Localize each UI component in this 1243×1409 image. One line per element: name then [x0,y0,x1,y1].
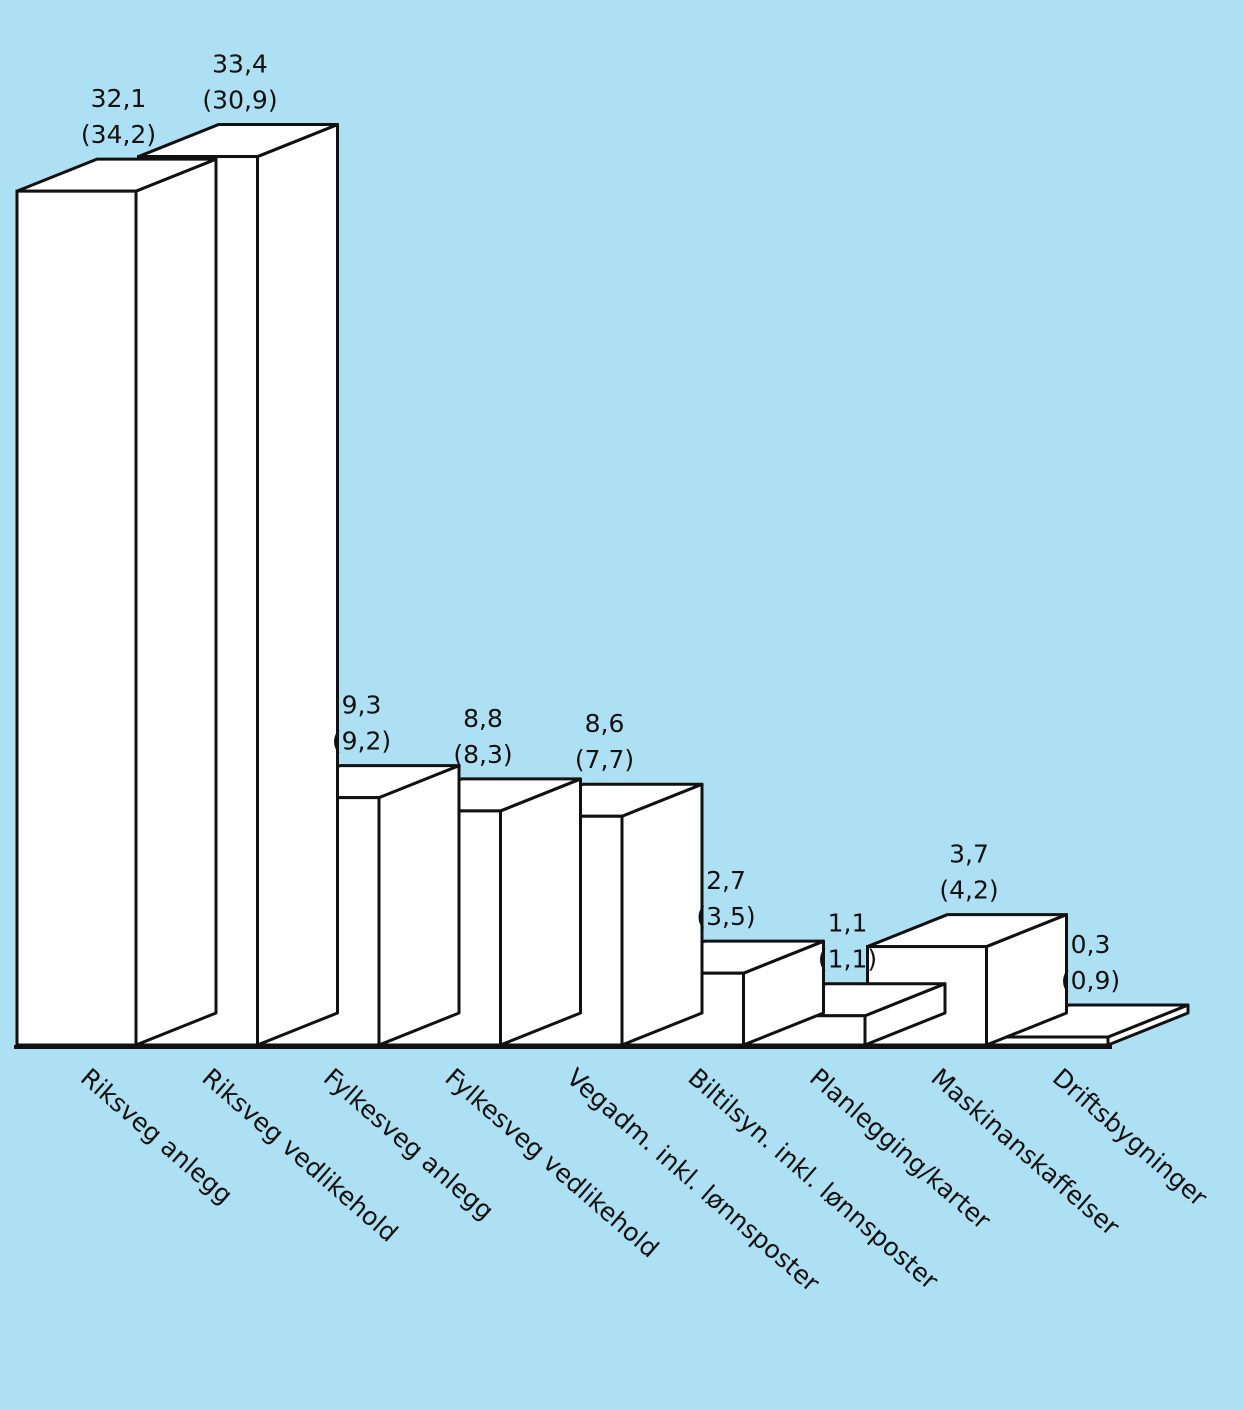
secondary-value-label: (1,1) [818,945,877,974]
secondary-value-label: (9,2) [332,727,391,756]
value-label: 8,6 [585,709,625,738]
secondary-value-label: (0,9) [1061,966,1120,995]
secondary-value-label: (4,2) [939,876,998,905]
secondary-value-label: (3,5) [696,902,755,931]
value-labels-group: 32,1 (34,2) 33,4 (30,9) 9,3 (9,2) 8,8 (8,3) 8,6 (… [81,50,1120,995]
value-label: 32,1 [91,84,147,113]
value-label: 0,3 [1071,930,1111,959]
bars-group [14,123,1190,1049]
bar-1 [15,157,218,1047]
value-label: 3,7 [949,840,989,869]
secondary-value-label: (34,2) [81,120,156,149]
bar-side [256,123,339,1047]
bar-side [620,782,704,1047]
value-label: 1,1 [828,909,868,938]
value-label: 2,7 [706,866,746,895]
value-label: 9,3 [342,691,382,720]
value-label: 8,8 [463,704,503,733]
bar-side [499,777,582,1047]
secondary-value-label: (8,3) [453,740,512,769]
bar-front [15,189,138,1047]
secondary-value-label: (30,9) [202,86,277,115]
value-label: 33,4 [212,50,268,79]
secondary-value-label: (7,7) [575,745,634,774]
bar-side [377,764,461,1047]
bar-side [134,157,218,1047]
